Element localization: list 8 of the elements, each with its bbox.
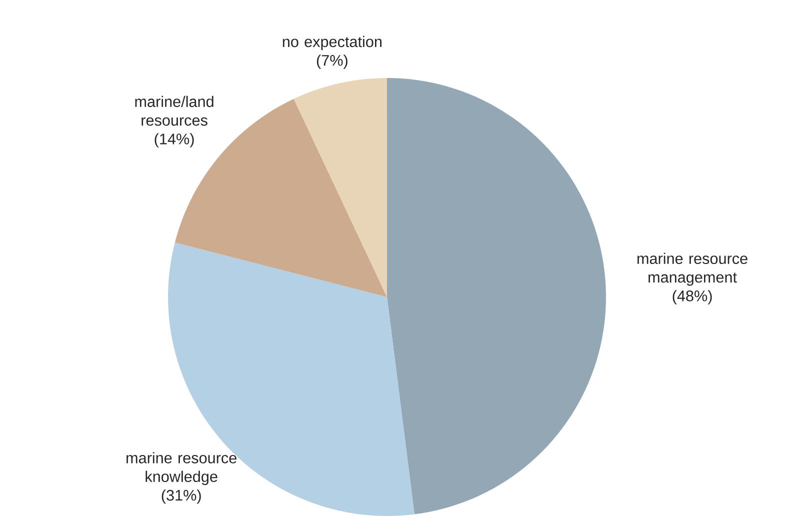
- data-label: (14%): [154, 133, 194, 148]
- data-label: (7%): [316, 54, 348, 69]
- slice-label: no expectation: [282, 36, 382, 50]
- data-label: (48%): [672, 290, 712, 304]
- slice-label: marine resource management: [637, 252, 748, 286]
- slice-label: marine/land resources: [135, 96, 214, 126]
- data-label: (31%): [162, 489, 201, 504]
- slice-label: marine resource knowledge: [126, 452, 236, 486]
